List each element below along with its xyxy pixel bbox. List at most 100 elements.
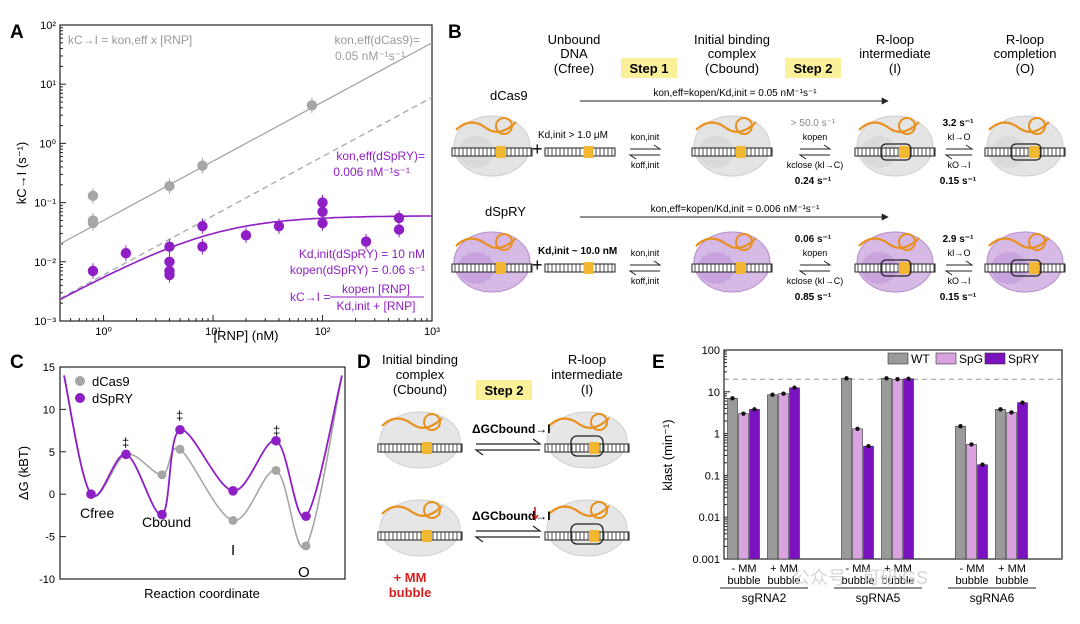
pam-site bbox=[736, 262, 746, 274]
d-bound-complex-top bbox=[377, 411, 463, 469]
reverse-arrow bbox=[798, 154, 830, 160]
target-dna bbox=[691, 147, 773, 157]
ts2-dagger: ‡ bbox=[176, 408, 183, 423]
guide-label: sgRNA6 bbox=[970, 591, 1015, 605]
replicate-dot bbox=[741, 411, 746, 416]
io-equilibrium bbox=[944, 260, 974, 276]
legend-label-spg: SpG bbox=[959, 352, 983, 366]
replicate-dot bbox=[895, 377, 900, 382]
r-loop-completion bbox=[984, 115, 1066, 177]
d-dg-label-bottom: ΔGCbound→I bbox=[472, 509, 551, 523]
dspry-point bbox=[197, 220, 208, 232]
bar-wt bbox=[995, 409, 1006, 560]
dspry-state-point bbox=[121, 449, 131, 460]
y-tick-label: 10¹ bbox=[40, 79, 56, 91]
r-loop-bubble bbox=[1010, 259, 1042, 277]
state-title-comp-2: completion bbox=[994, 46, 1057, 61]
kopen-value: > 50.0 s⁻¹ bbox=[791, 118, 836, 129]
panel-label-a: A bbox=[10, 22, 24, 43]
d-right-title-1: R-loop bbox=[568, 352, 606, 367]
target-dna bbox=[854, 263, 936, 273]
legend-swatch-spg bbox=[935, 352, 957, 365]
plot-frame-c bbox=[59, 366, 346, 580]
group-label-bottom: bubble bbox=[955, 575, 988, 587]
dspry-point bbox=[164, 269, 175, 281]
dcas9-point bbox=[306, 100, 318, 111]
x-tick-label: 10² bbox=[315, 326, 331, 338]
y-tick-label-c: -10 bbox=[39, 574, 55, 586]
bar-spry bbox=[1017, 402, 1028, 560]
dcas9-point bbox=[87, 217, 99, 229]
forward-arrow bbox=[800, 260, 832, 266]
replicate-dot bbox=[781, 391, 786, 396]
bar-wt bbox=[955, 425, 966, 560]
r-loop-bubble bbox=[570, 435, 604, 457]
step2-highlight bbox=[785, 58, 841, 78]
bar-spg bbox=[778, 393, 789, 560]
y-tick-label: 10⁻¹ bbox=[34, 198, 56, 210]
bar-wt bbox=[727, 397, 738, 560]
x-axis-label-c: Reaction coordinate bbox=[144, 586, 260, 601]
y-tick-label-e: 100 bbox=[702, 345, 720, 357]
group-label-bottom: bubble bbox=[995, 575, 1028, 587]
d-reverse-arrow-bottom bbox=[474, 536, 540, 543]
kopen-fit-label: kopen(dSpRY) = 0.06 s⁻¹ bbox=[290, 263, 425, 277]
guide-rna bbox=[381, 505, 443, 517]
guide-rna bbox=[381, 417, 443, 429]
r-loop-intermediate bbox=[854, 115, 936, 177]
y-axis-label: kC→I (s⁻¹) bbox=[14, 142, 29, 204]
guide-rna bbox=[988, 121, 1050, 133]
state-label-cbound: Cbound bbox=[142, 514, 191, 530]
x-axis-label: [RNP] (nM) bbox=[214, 328, 279, 343]
bar-spry bbox=[789, 387, 800, 560]
plus-sign: + bbox=[532, 255, 543, 275]
y-tick-label-e: 10 bbox=[708, 387, 720, 399]
dspry-point bbox=[164, 256, 175, 267]
reverse-arrow bbox=[944, 270, 972, 276]
y-tick-label-c: 5 bbox=[49, 447, 55, 459]
y-tick-label-e: 1 bbox=[714, 429, 720, 441]
r-loop-completion bbox=[984, 231, 1066, 293]
target-dna bbox=[691, 263, 773, 273]
d-right-title-2: intermediate bbox=[551, 367, 623, 382]
unbound-rnp bbox=[451, 115, 533, 177]
legend-label-spry: SpRY bbox=[1008, 352, 1039, 366]
pam-site bbox=[1029, 262, 1039, 274]
target-dna bbox=[451, 147, 533, 157]
replicate-dot bbox=[855, 426, 860, 432]
d-intermediate-bottom bbox=[544, 499, 630, 557]
reverse-arrow bbox=[628, 270, 660, 276]
x-tick-label: 10¹ bbox=[205, 326, 221, 338]
kclose-label: kclose (kI→C) bbox=[787, 160, 844, 170]
replicate-dot bbox=[1009, 410, 1014, 415]
d-right-sub: (I) bbox=[581, 382, 593, 397]
kon-init-label: kon,init bbox=[631, 248, 660, 258]
dcas9-point bbox=[164, 180, 175, 192]
kd-init-label: Kd,init ~ 10.0 nM bbox=[538, 246, 617, 257]
x-tick-label: 10⁰ bbox=[95, 326, 112, 338]
forward-arrow bbox=[946, 260, 974, 266]
dspry-point bbox=[273, 220, 285, 232]
state-sub-bound: (Cbound) bbox=[705, 61, 759, 76]
kclose-value: 0.85 s⁻¹ bbox=[795, 292, 832, 303]
replicate-dot bbox=[998, 407, 1003, 412]
rna-hairpin bbox=[423, 413, 441, 431]
panel-d-scheme: Initial binding complex (Cbound) R-loop … bbox=[377, 352, 630, 600]
r-loop-bubble bbox=[570, 523, 604, 545]
group-label-top: + MM bbox=[884, 563, 912, 575]
bar-spry bbox=[749, 409, 760, 560]
r-loop-bubble bbox=[1010, 143, 1042, 161]
legend-e: WT SpG SpRY bbox=[887, 352, 1039, 366]
plus-sign: + bbox=[532, 139, 543, 159]
guide-rna bbox=[455, 237, 517, 249]
rna-hairpin bbox=[590, 413, 608, 431]
io-equilibrium bbox=[944, 144, 974, 160]
pam-site bbox=[583, 146, 594, 158]
replicate-dot bbox=[1020, 400, 1025, 405]
legend-label-dspry: dSpRY bbox=[92, 391, 133, 406]
dspry-point bbox=[360, 236, 372, 247]
bar-spg bbox=[852, 428, 863, 560]
rna-hairpin bbox=[495, 233, 513, 251]
target-dna bbox=[854, 147, 936, 157]
ts3-dagger: ‡ bbox=[273, 423, 280, 438]
